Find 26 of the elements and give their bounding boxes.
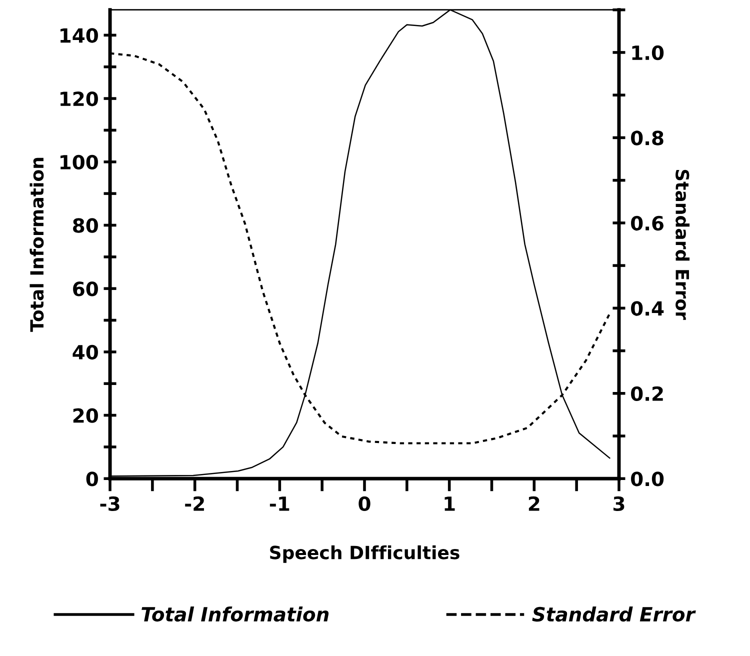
y2-tick-label: 0.2: [631, 386, 663, 402]
y-tick-label: 100: [60, 154, 98, 170]
y2-tick-label: 0.6: [631, 216, 664, 231]
y-tick-label: 120: [60, 91, 98, 106]
y-tick-label: 20: [73, 408, 98, 423]
x-tick-label: 3: [614, 496, 624, 512]
legend-label: Standard Error: [532, 606, 696, 622]
x-tick-label: 2: [528, 496, 540, 511]
y-tick-label: 140: [60, 28, 98, 43]
y2-tick-label: 0.0: [631, 472, 664, 486]
y-tick-label: 0: [86, 472, 98, 486]
x-tick-label: -2: [185, 496, 204, 511]
x-axis-title: Speech DIfficulties: [270, 545, 460, 563]
y2-tick-label: 1.0: [632, 45, 664, 60]
x-tick-label: -1: [270, 496, 290, 511]
y-axis-title: Total Information: [30, 158, 44, 332]
y2-tick-label: 0.4: [631, 301, 664, 316]
y-tick-label: 60: [73, 282, 98, 296]
x-tick-label: 0: [358, 496, 370, 512]
y2-axis-title: Standard Error: [676, 170, 690, 320]
y-tick-label: 40: [72, 344, 98, 360]
x-tick-label: -3: [100, 496, 120, 512]
legend-label: Total Information: [142, 606, 329, 622]
y2-tick-label: 0.8: [631, 130, 664, 146]
x-tick-label: 1: [444, 496, 455, 511]
y-tick-label: 80: [73, 218, 98, 233]
